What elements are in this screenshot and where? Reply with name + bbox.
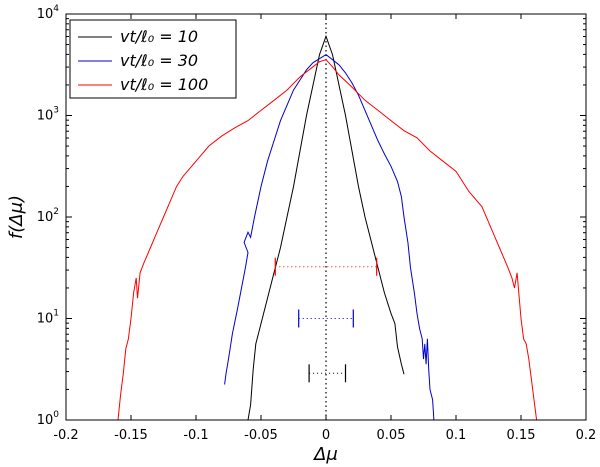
legend: vt/ℓ₀ = 10 vt/ℓ₀ = 30 vt/ℓ₀ = 100 (69, 19, 237, 99)
legend-label-3: vt/ℓ₀ = 100 (120, 75, 208, 94)
y-axis-label: f(Δμ) (6, 195, 27, 239)
x-tick-label: 0.2 (576, 428, 597, 443)
x-axis-label: Δμ (312, 444, 338, 465)
series-line-3 (117, 59, 538, 420)
x-tick-label: 0.05 (377, 428, 406, 443)
resolution-bars (274, 257, 378, 383)
series-line-2 (224, 53, 435, 420)
y-tick-label: 103 (37, 106, 59, 124)
series-lines (117, 34, 538, 420)
y-tick-label: 102 (37, 207, 59, 225)
x-tick-label: 0.1 (446, 428, 467, 443)
y-tick-label: 104 (37, 4, 60, 22)
x-tick-label: -0.1 (183, 428, 208, 443)
y-tick-label: 100 (37, 410, 60, 428)
tick-labels: -0.2 -0.15 -0.1 -0.05 0 0.05 0.1 0.15 0.2 100 101 1… (37, 4, 597, 443)
x-tick-label: -0.15 (114, 428, 148, 443)
series-line-1 (247, 34, 405, 420)
legend-label-2: vt/ℓ₀ = 30 (120, 51, 198, 70)
x-tick-label: 0.15 (507, 428, 536, 443)
plot-frame (65, 13, 587, 421)
y-tick-label: 101 (37, 309, 59, 327)
x-tick-label: 0 (322, 428, 330, 443)
x-tick-label: -0.2 (53, 428, 78, 443)
legend-label-1: vt/ℓ₀ = 10 (120, 27, 198, 46)
x-tick-label: -0.05 (244, 428, 278, 443)
